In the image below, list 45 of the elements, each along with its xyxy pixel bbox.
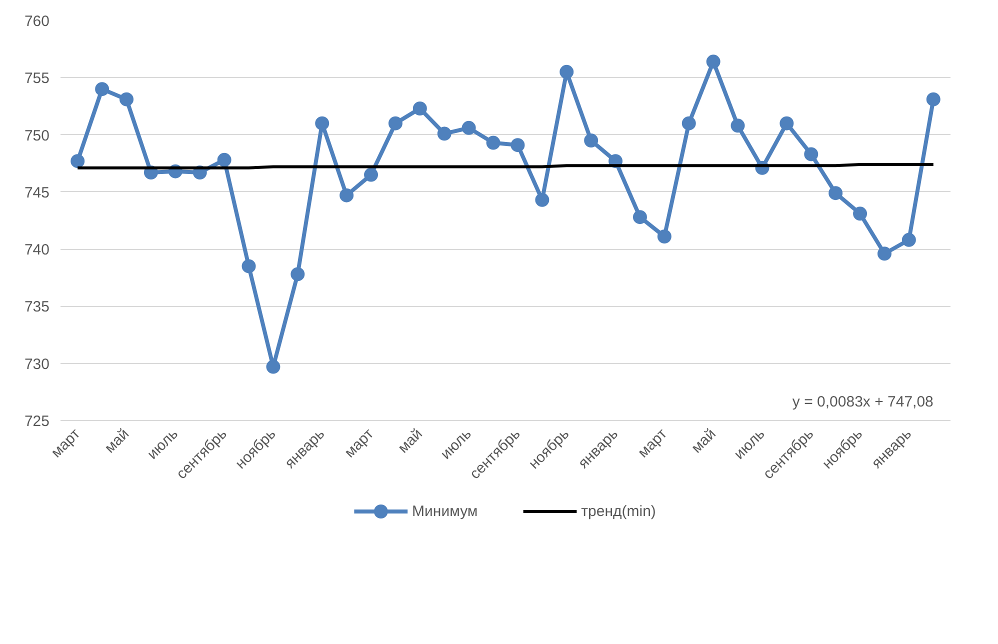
point — [315, 116, 330, 130]
point — [95, 82, 110, 96]
y-tick-label: 725 — [24, 413, 50, 430]
point — [560, 64, 574, 79]
point — [853, 206, 868, 221]
point — [364, 168, 378, 182]
point — [535, 192, 550, 207]
point — [584, 134, 598, 148]
point — [804, 147, 818, 162]
point — [632, 210, 647, 224]
point — [877, 246, 892, 261]
point — [682, 116, 696, 130]
point — [828, 186, 843, 200]
point — [120, 92, 134, 106]
x-tick-label: май — [101, 425, 133, 457]
point — [486, 136, 500, 150]
point — [462, 120, 476, 135]
annotation: y = 0,0083x + 747,08 — [792, 394, 934, 410]
point — [706, 54, 720, 69]
point — [510, 138, 525, 152]
point — [340, 188, 354, 202]
point — [242, 259, 256, 274]
y-tick-label: 740 — [24, 242, 50, 259]
legend-label: тренд(min) — [581, 503, 656, 520]
point — [437, 126, 452, 141]
point — [730, 118, 745, 133]
y-tick-label: 760 — [24, 13, 50, 30]
point — [217, 152, 232, 167]
point — [926, 92, 940, 106]
y-tick-label: 755 — [24, 70, 50, 88]
legend-label: Минимум — [412, 503, 478, 520]
point — [902, 232, 916, 247]
x-tick-label: май — [394, 425, 426, 457]
point — [266, 360, 280, 374]
y-tick-label: 750 — [24, 127, 50, 144]
y-tick-label: 735 — [24, 298, 50, 316]
point — [388, 116, 402, 130]
point — [657, 230, 672, 244]
y-tick-label: 730 — [24, 356, 50, 373]
y-tick-label: 745 — [24, 184, 50, 202]
point — [412, 102, 427, 116]
point — [780, 116, 794, 130]
point — [70, 154, 85, 168]
point — [290, 267, 305, 282]
x-tick-label: май — [688, 425, 720, 457]
